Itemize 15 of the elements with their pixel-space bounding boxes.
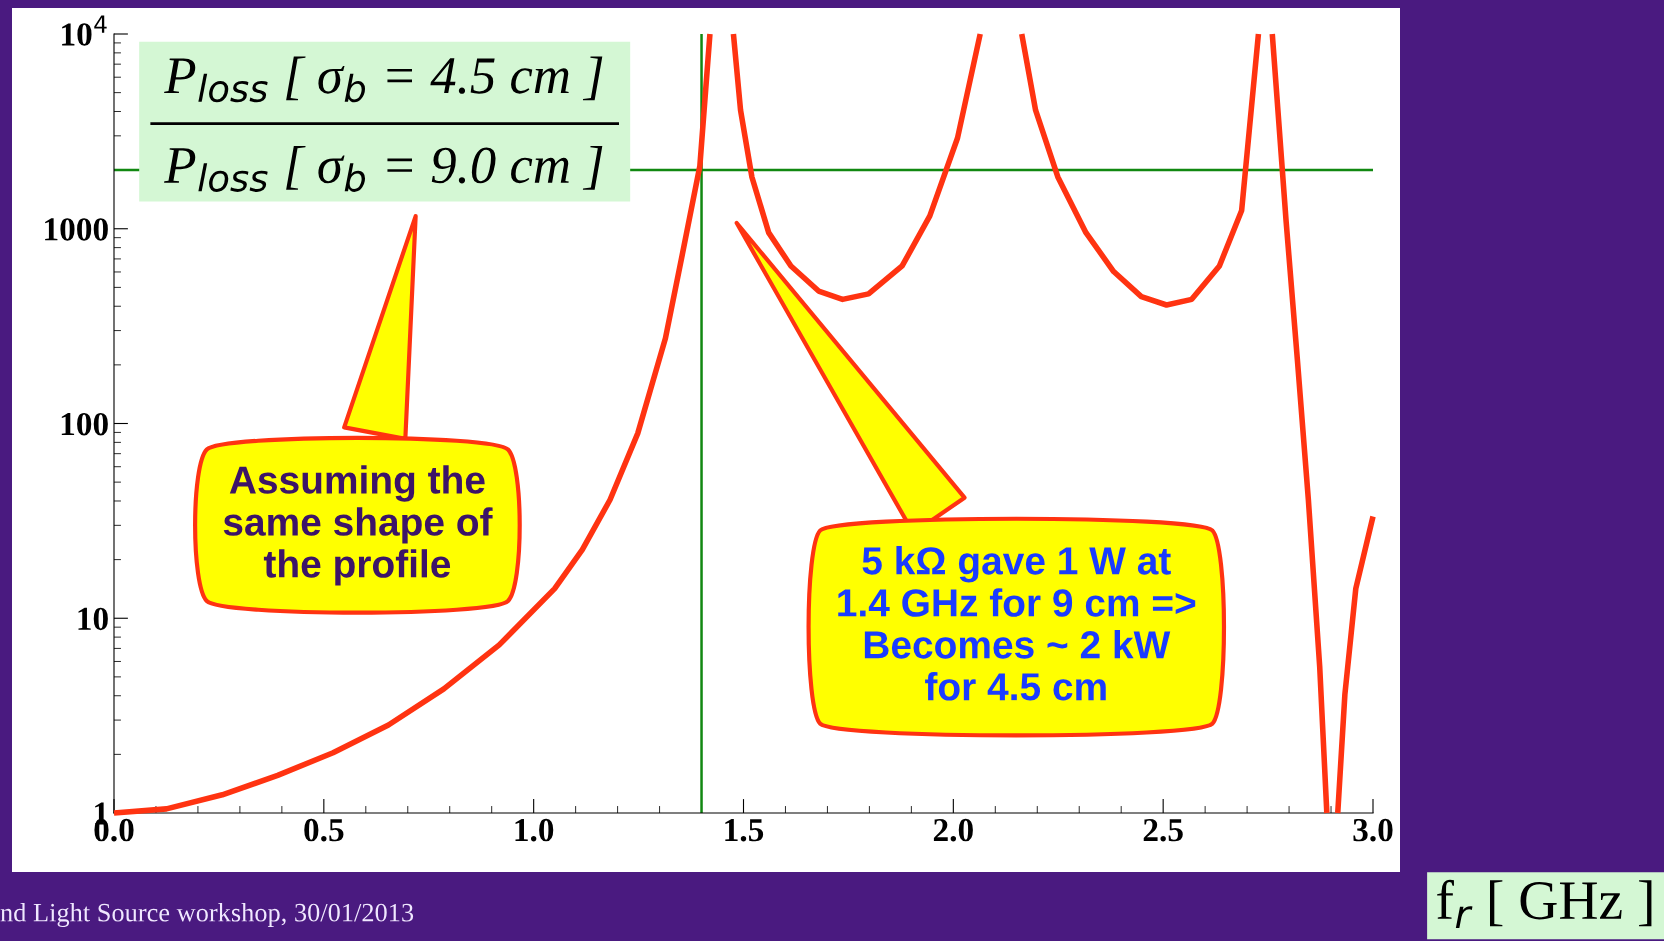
chart-title: P$_{loss}$ [ σ$_{b}$ = 4.5 cm ] P$_{loss}$ [ σ$_{b}$ = 9.0 cm ] [164,56,603,192]
x-tick-label: 1.5 [725,818,764,842]
y-tick-label: 10$^{4}$ [62,15,107,46]
x-tick-label: 0.5 [304,818,344,842]
annotation: 5 kΩ gave 1 W at 1.4 GHz for 9 cm => Becomes ~ 2 kW for 4.5 cm [838,546,1196,701]
x-tick-label: 2.5 [1143,818,1183,842]
y-tick-label: 1000 [45,218,108,241]
annotation: Assuming the same shape of the profile [223,465,493,586]
y-tick-label: 10 [78,607,108,631]
x-axis-title: f$_{r}$ [ GHz ] [1437,879,1652,928]
y-tick-label: 100 [61,412,108,436]
x-tick-label: 2.0 [933,818,973,842]
x-tick-label: 1.0 [515,818,554,842]
x-tick-label: 3.0 [1353,818,1393,842]
text: nd Light Source workshop, 30/01/2013 [0,902,414,927]
